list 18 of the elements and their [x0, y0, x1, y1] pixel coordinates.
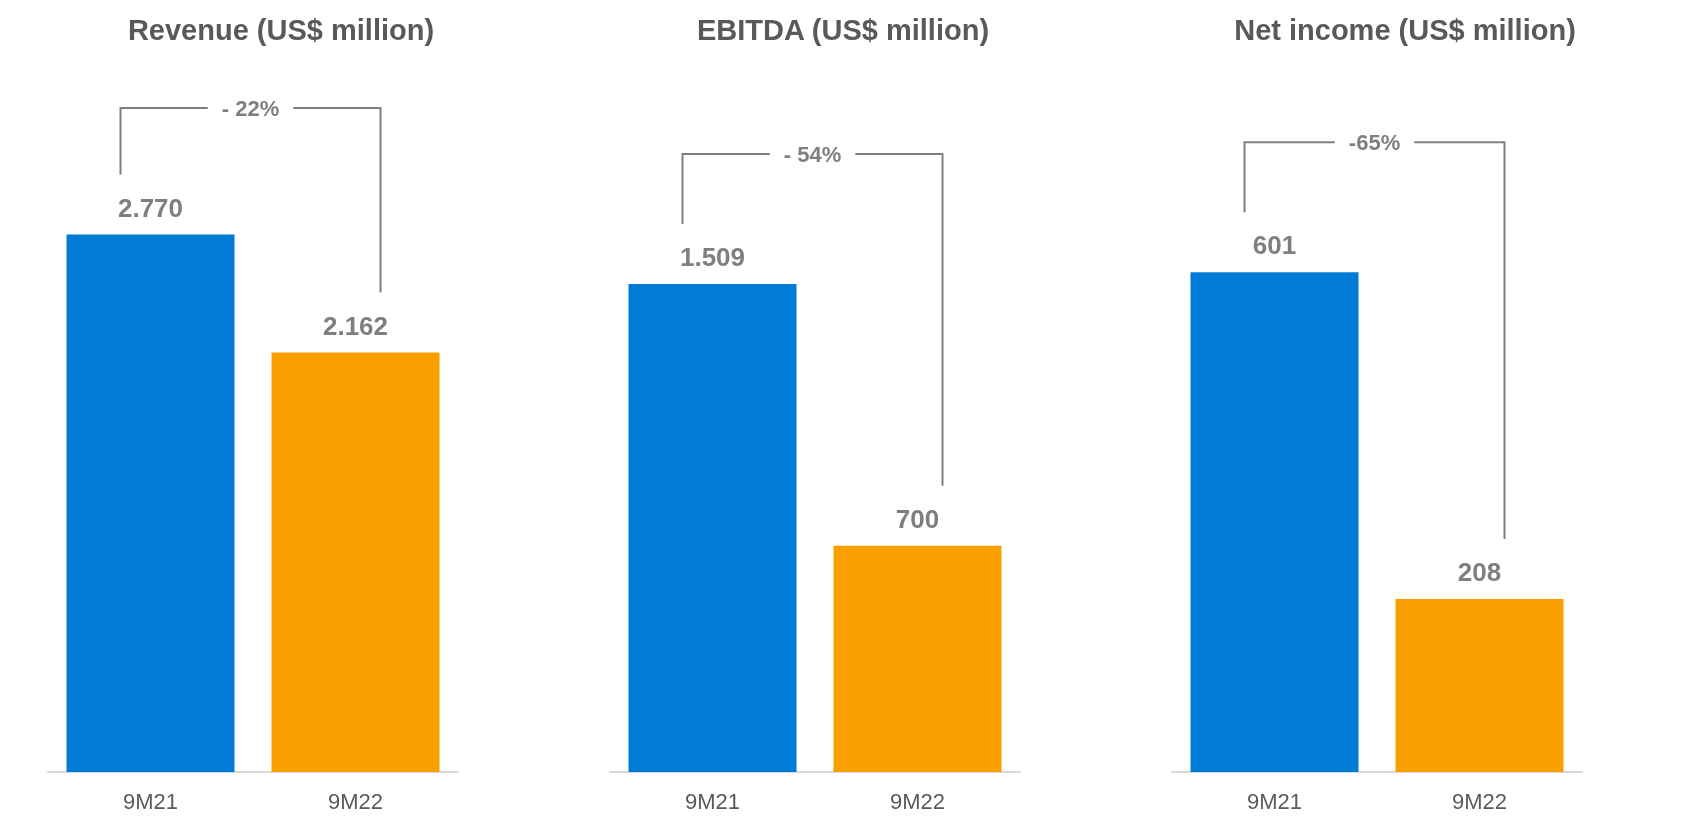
text: - 54%	[783, 141, 842, 167]
data-label: 208	[1457, 557, 1502, 588]
x-tick-label: 9M22	[327, 788, 384, 814]
chart-title: Net income (US$ million)	[1234, 13, 1576, 46]
x-tick-label: 9M22	[889, 788, 946, 814]
data-label: 700	[895, 503, 940, 534]
x-tick-label: 9M21	[122, 788, 179, 814]
text: - 22%	[221, 95, 280, 121]
x-tick-label: 9M21	[1246, 788, 1303, 814]
data-label: 601	[1252, 230, 1297, 261]
data-label: 2.770	[117, 192, 184, 223]
data-label: 2.162	[322, 310, 389, 341]
chart-title: EBITDA (US$ million)	[696, 13, 990, 46]
chart-title: Revenue (US$ million)	[127, 13, 435, 46]
text: -65%	[1348, 129, 1401, 155]
x-tick-label: 9M22	[1451, 788, 1508, 814]
x-tick-label: 9M21	[684, 788, 741, 814]
data-label: 1.509	[679, 242, 746, 273]
